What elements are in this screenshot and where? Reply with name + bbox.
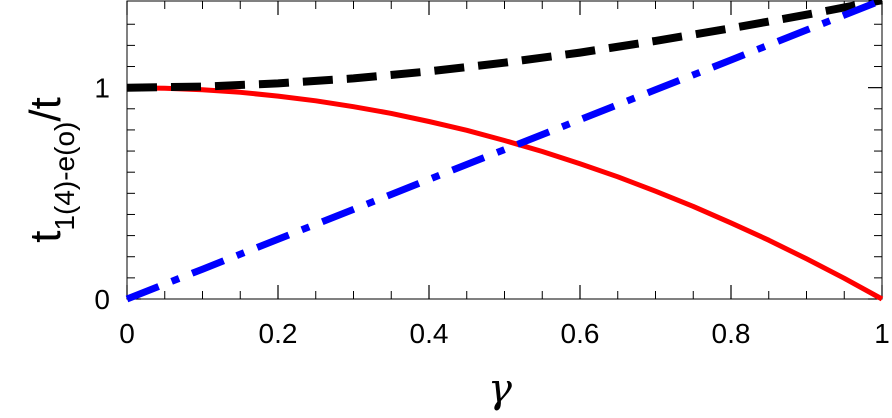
series-layer — [125, 0, 884, 303]
series-line-blue-dashdot — [125, 0, 884, 303]
x-axis-label: γ — [488, 366, 512, 412]
x-tick-label: 0.6 — [561, 318, 600, 349]
x-tick-label: 0 — [119, 318, 135, 349]
y-axis-label-suffix: /t — [21, 97, 70, 121]
y-tick-label: 1 — [94, 73, 110, 104]
x-tick-label: 0.2 — [259, 318, 298, 349]
y-tick-label: 0 — [94, 284, 110, 315]
minor-ticks — [127, 1, 882, 299]
series-line-black-dashed — [126, 0, 883, 92]
y-axis-label-main: t — [21, 231, 70, 243]
x-tick-label: 1 — [874, 318, 890, 349]
y-axis-label: t1(4)-e(o)/t — [21, 97, 80, 243]
x-tick-label: 0.4 — [410, 318, 449, 349]
x-tick-label: 0.8 — [712, 318, 751, 349]
svg-text:t1(4)-e(o)/t: t1(4)-e(o)/t — [21, 97, 80, 243]
tick-labels: 0 0.2 0.4 0.6 0.8 1 0 1 — [94, 73, 889, 349]
series-line-red-solid — [126, 85, 884, 302]
y-axis-label-subscript: 1(4)-e(o) — [49, 122, 80, 231]
